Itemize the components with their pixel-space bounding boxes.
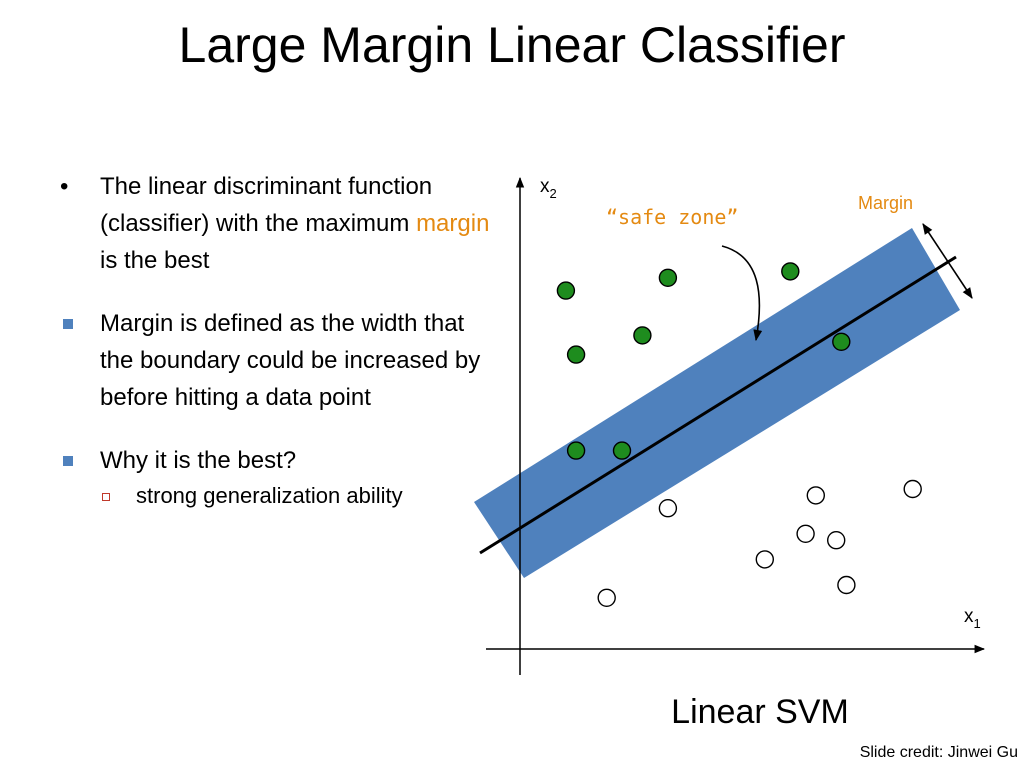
bullet-2-text: Margin is defined as the width that the … — [100, 310, 481, 411]
data-points — [556, 262, 922, 607]
decision-boundary-line — [479, 255, 957, 555]
positive-point — [658, 268, 678, 288]
sub-bullet-item: strong generalization ability — [100, 479, 496, 513]
diagram-caption: Linear SVM — [671, 693, 849, 731]
negative-point — [827, 531, 846, 550]
positive-point — [612, 441, 632, 460]
positive-point — [566, 345, 586, 364]
slide-credit: Slide credit: Jinwei Gu — [859, 744, 1018, 761]
margin-highlight: margin — [416, 210, 490, 237]
round-bullet-icon: • — [60, 173, 69, 200]
negative-point — [755, 550, 774, 569]
negative-point — [837, 575, 856, 595]
positive-point — [781, 262, 800, 281]
positive-point — [566, 441, 586, 460]
hollow-square-bullet-icon — [102, 493, 110, 501]
negative-point — [903, 479, 922, 499]
negative-point — [806, 486, 825, 505]
bullet-item-2: Margin is defined as the width that the … — [56, 305, 496, 416]
bullet-1-text-end: is the best — [100, 247, 210, 274]
safe-zone-pointer-arrow — [721, 245, 763, 342]
positive-point — [556, 281, 576, 300]
bullet-item-3: Why it is the best? — [56, 442, 496, 479]
negative-point — [597, 588, 616, 607]
y-axis-label: x2 — [540, 176, 557, 201]
margin-label: Margin — [858, 193, 913, 213]
positive-point — [633, 326, 652, 345]
bullet-1-text-start: The linear discriminant function (classi… — [100, 173, 433, 237]
slide-title: Large Margin Linear Classifier — [178, 17, 846, 73]
positive-point — [832, 332, 851, 352]
margin-band — [474, 228, 960, 578]
bullet-3-text: Why it is the best? — [100, 447, 297, 474]
safe-zone-label: “safe zone” — [606, 205, 738, 229]
x-axis-label: x1 — [964, 606, 981, 631]
svm-diagram: x2 x1 Margin “safe zone” — [474, 176, 986, 675]
square-bullet-icon — [63, 319, 73, 329]
bullet-item-1: • The linear discriminant function (clas… — [56, 168, 496, 279]
square-bullet-icon — [63, 456, 73, 466]
bullet-list: • The linear discriminant function (clas… — [56, 168, 496, 513]
negative-point — [796, 524, 815, 543]
sub-bullet-text: strong generalization ability — [136, 483, 403, 508]
negative-point — [658, 499, 678, 518]
margin-width-arrow — [922, 223, 973, 299]
